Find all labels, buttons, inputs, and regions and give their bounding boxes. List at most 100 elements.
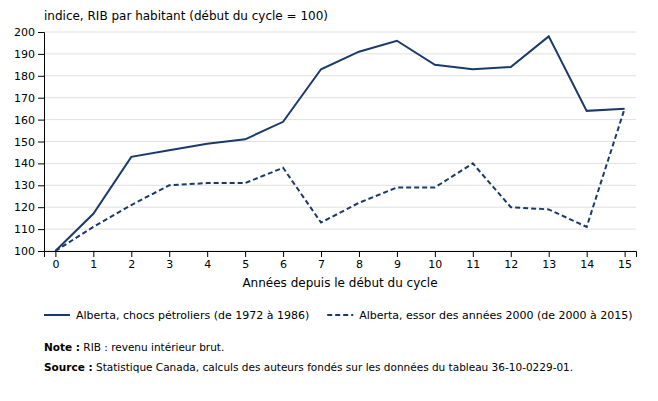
- grid-line: [44, 141, 636, 142]
- x-tick-mark: [587, 251, 588, 257]
- grid-line: [44, 207, 636, 208]
- x-tick: 8: [356, 251, 363, 271]
- y-tick-label: 140: [14, 157, 35, 170]
- x-tick-label: 5: [242, 258, 249, 271]
- x-tick: 5: [242, 251, 249, 271]
- grid-line: [44, 119, 636, 120]
- x-tick: 6: [280, 251, 287, 271]
- x-tick: 0: [52, 251, 59, 271]
- y-tick-label: 170: [14, 92, 35, 105]
- x-tick-mark: [397, 251, 398, 257]
- legend: Alberta, chocs pétroliers (de 1972 à 198…: [44, 309, 633, 322]
- x-tick-label: 7: [318, 258, 325, 271]
- y-tick-label: 150: [14, 136, 35, 149]
- x-tick-mark: [359, 251, 360, 257]
- x-tick-mark: [207, 251, 208, 257]
- y-tick-label: 110: [14, 223, 35, 236]
- annotation-text: Statistique Canada, calculs des auteurs …: [93, 361, 573, 373]
- x-tick: 3: [166, 251, 173, 271]
- x-tick-label: 9: [394, 258, 401, 271]
- y-axis-line: [38, 33, 45, 252]
- x-tick: 14: [580, 251, 594, 271]
- annotation-label: Source :: [44, 361, 93, 373]
- x-tick: 1: [90, 251, 97, 271]
- grid-line: [44, 97, 636, 98]
- y-tick-mark: [38, 142, 44, 143]
- y-tick: 200: [14, 26, 44, 39]
- y-tick-mark: [38, 32, 44, 33]
- x-tick: 15: [618, 251, 632, 271]
- x-tick-label: 11: [466, 258, 480, 271]
- x-tick: 12: [504, 251, 518, 271]
- x-tick-label: 14: [580, 258, 594, 271]
- x-tick-label: 2: [128, 258, 135, 271]
- x-tick-mark: [93, 251, 94, 257]
- annotation: Source : Statistique Canada, calculs des…: [44, 361, 573, 373]
- grid-line: [44, 229, 636, 230]
- x-tick-mark: [245, 251, 246, 257]
- plot: 0123456789101112131415100110120130140150…: [14, 26, 637, 290]
- x-tick-label: 10: [428, 258, 442, 271]
- grid-line: [44, 163, 636, 164]
- y-tick: 170: [14, 92, 44, 105]
- x-axis-line: [45, 252, 637, 258]
- y-tick-label: 180: [14, 70, 35, 83]
- x-tick: 4: [204, 251, 211, 271]
- title: indice, RIB par habitant (début du cycle…: [44, 9, 328, 23]
- series-line: [55, 109, 624, 251]
- y-tick-mark: [38, 229, 44, 230]
- x-tick: 13: [542, 251, 556, 271]
- x-tick-mark: [625, 251, 626, 257]
- legend-swatch: [44, 314, 70, 316]
- x-axis: 0123456789101112131415: [45, 251, 637, 271]
- legend-swatch: [327, 314, 353, 316]
- x-tick-label: 12: [504, 258, 518, 271]
- x-tick-label: 6: [280, 258, 287, 271]
- x-tick-label: 1: [90, 258, 97, 271]
- y-tick: 190: [14, 48, 44, 61]
- grid-line: [44, 75, 636, 76]
- x-tick: 7: [318, 251, 325, 271]
- legend-item: Alberta, chocs pétroliers (de 1972 à 198…: [44, 309, 309, 322]
- legend-item: Alberta, essor des années 2000 (de 2000 …: [327, 309, 632, 322]
- y-tick: 110: [14, 223, 44, 236]
- x-tick-mark: [473, 251, 474, 257]
- x-tick: 2: [128, 251, 135, 271]
- x-tick-label: 0: [52, 258, 59, 271]
- x-tick-mark: [511, 251, 512, 257]
- y-tick: 160: [14, 114, 44, 127]
- y-tick: 180: [14, 70, 44, 83]
- x-tick-mark: [549, 251, 550, 257]
- x-tick-label: 13: [542, 258, 556, 271]
- y-tick-mark: [38, 185, 44, 186]
- y-tick: 120: [14, 201, 44, 214]
- y-tick-label: 200: [14, 26, 35, 39]
- y-tick: 140: [14, 157, 44, 170]
- y-tick-mark: [38, 76, 44, 77]
- y-tick-mark: [38, 98, 44, 99]
- x-tick-mark: [321, 251, 322, 257]
- x-tick-label: 8: [356, 258, 363, 271]
- x-tick-label: 4: [204, 258, 211, 271]
- legend-label: Alberta, chocs pétroliers (de 1972 à 198…: [76, 309, 309, 322]
- y-axis: 100110120130140150160170180190200: [14, 26, 45, 258]
- x-tick-mark: [55, 251, 56, 257]
- legend-label: Alberta, essor des années 2000 (de 2000 …: [359, 309, 632, 322]
- x-tick-mark: [435, 251, 436, 257]
- y-tick-mark: [38, 120, 44, 121]
- x-tick-label: 15: [618, 258, 632, 271]
- x-tick: 9: [394, 251, 401, 271]
- x-tick-mark: [169, 251, 170, 257]
- grid-line: [44, 53, 636, 54]
- y-tick-mark: [38, 207, 44, 208]
- x-tick-mark: [131, 251, 132, 257]
- y-tick-mark: [38, 163, 44, 164]
- y-tick-label: 100: [14, 245, 35, 258]
- y-tick-label: 120: [14, 201, 35, 214]
- chart: indice, RIB par habitant (début du cycle…: [0, 0, 658, 401]
- grid-line: [44, 32, 636, 33]
- grid-line: [44, 185, 636, 186]
- x-tick: 11: [466, 251, 480, 271]
- x-tick-mark: [283, 251, 284, 257]
- lines: [55, 36, 624, 251]
